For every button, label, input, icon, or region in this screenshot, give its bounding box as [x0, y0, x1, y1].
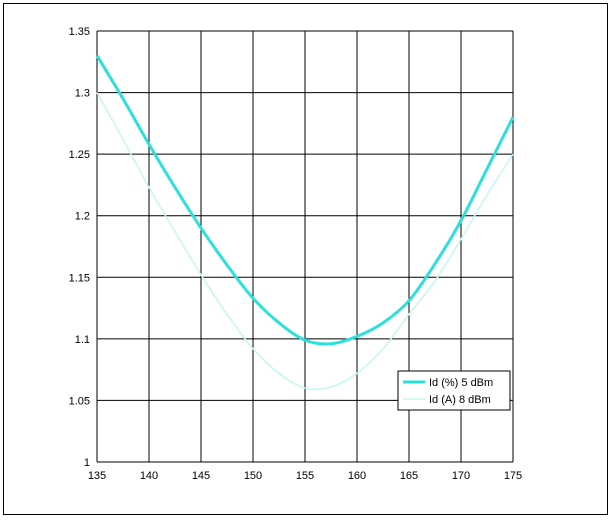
x-tick-label: 140: [140, 470, 158, 482]
y-tick-label: 1.2: [75, 211, 90, 223]
x-tick-label: 150: [244, 470, 262, 482]
series-line-1: [95, 54, 515, 346]
legend-label: Id (%) 5 dBm: [429, 377, 493, 389]
legend-box: [397, 370, 511, 411]
y-tick-label: 1.05: [69, 395, 90, 407]
x-tick-label: 175: [504, 470, 522, 482]
x-tick-label: 135: [88, 470, 106, 482]
series-line-2: [96, 92, 514, 391]
series-group: [95, 54, 515, 391]
x-tick-label: 160: [348, 470, 366, 482]
legend-label: Id (A) 8 dBm: [429, 394, 491, 406]
y-tick-label: 1.1: [75, 334, 90, 346]
y-tick-label: 1.25: [69, 149, 90, 161]
y-tick-label: 1.3: [75, 88, 90, 100]
tick-labels: 135 140 145 150 155 160 165 170 175 1 1.05 1.1 1.15 1…: [69, 26, 523, 482]
y-tick-label: 1: [84, 457, 90, 469]
y-tick-label: 1.15: [69, 272, 90, 284]
x-tick-label: 170: [452, 470, 470, 482]
x-tick-label: 155: [296, 470, 314, 482]
y-tick-label: 1.35: [69, 26, 90, 38]
x-tick-label: 145: [192, 470, 210, 482]
legend: Id (%) 5 dBm Id (A) 8 dBm: [397, 370, 511, 411]
x-tick-label: 165: [400, 470, 418, 482]
